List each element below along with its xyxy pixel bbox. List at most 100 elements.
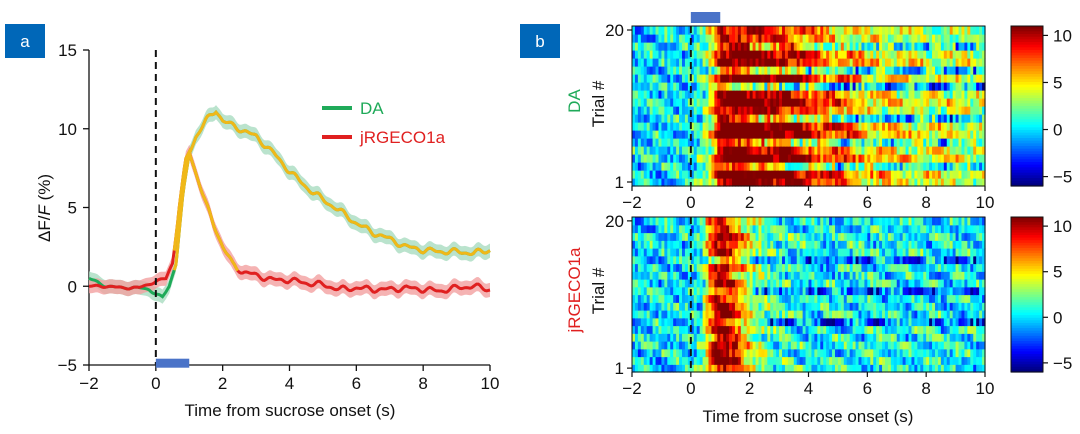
heatmap-cell (911, 162, 915, 171)
heatmap-cell (929, 279, 933, 288)
heatmap-cell (749, 325, 754, 334)
heatmap-cell (714, 106, 718, 115)
heatmap-cell (693, 248, 698, 257)
heatmap-cell (964, 271, 968, 280)
heatmap-cell (884, 333, 889, 342)
heatmap-cell (676, 170, 680, 179)
heatmap-cell (793, 58, 798, 67)
heatmap-cell (943, 271, 948, 280)
heatmap-cell (932, 178, 936, 187)
heatmap-cell (696, 98, 701, 107)
heatmap-cell (852, 240, 857, 249)
heatmap-cell (711, 130, 715, 139)
heatmap-cell (864, 98, 868, 107)
heatmap-cell (787, 325, 792, 334)
heatmap-cell (899, 146, 904, 155)
heatmap-cell (632, 50, 636, 59)
heatmap-cell (661, 217, 665, 226)
heatmap-cell (684, 356, 689, 365)
heatmap-cell (982, 98, 986, 107)
heatmap-cell (890, 279, 895, 288)
heatmap-cell (867, 302, 871, 311)
heatmap-cell (961, 138, 966, 147)
heatmap-cell (734, 34, 739, 43)
heatmap-cell (796, 154, 801, 163)
heatmap-cell (914, 255, 918, 265)
heatmap-cell (905, 50, 910, 59)
heatmap-cell (726, 90, 730, 99)
heatmap-cell (982, 138, 986, 147)
heatmap-cell (776, 114, 780, 123)
heatmap-cell (696, 74, 701, 83)
heatmap-cell (932, 310, 936, 319)
heatmap-cell (693, 240, 698, 249)
heatmap-cell (832, 66, 836, 75)
heatmap-cell (952, 341, 957, 350)
heatmap-cell (811, 294, 815, 303)
heatmap-cell (767, 50, 771, 59)
legend: DA jRGECO1a (322, 99, 446, 147)
heatmap-cell (846, 224, 851, 234)
heatmap-cell (934, 178, 939, 187)
heatmap-cell (652, 162, 657, 171)
heatmap-cell (773, 178, 777, 187)
heatmap-cell (646, 42, 651, 51)
heatmap-cell (770, 356, 774, 365)
heatmap-cell (955, 114, 960, 123)
heatmap-cell (846, 240, 851, 249)
heatmap-cell (834, 98, 839, 107)
heatmap-cell (805, 34, 810, 43)
heatmap-cell (932, 286, 936, 296)
heatmap-cell (893, 34, 898, 43)
heatmap-cell (649, 114, 654, 123)
heatmap-cell (976, 34, 980, 43)
heatmap-cell (905, 310, 910, 319)
heatmap-cell (937, 333, 942, 342)
heatmap-cell (682, 58, 686, 67)
heatmap-cell (649, 146, 654, 155)
heatmap-cell (958, 255, 963, 265)
heatmap-cell (949, 302, 954, 311)
heatmap-cell (726, 50, 730, 59)
heatmap-cell (855, 333, 860, 342)
heatmap-cell (861, 162, 865, 171)
heatmap-cell (873, 162, 877, 171)
heatmap-cell (758, 294, 763, 303)
heatmap-cell (920, 82, 924, 91)
heatmap-cell (932, 66, 936, 75)
heatmap-cell (864, 34, 868, 43)
heatmap-cell (914, 114, 918, 123)
heatmap-cell (814, 114, 818, 123)
heatmap-cell (805, 271, 810, 280)
heatmap-cell (952, 279, 957, 288)
heatmap-cell (823, 154, 827, 163)
heatmap-cell (917, 263, 921, 272)
heatmap-cell (902, 279, 907, 288)
heatmap-cell (646, 248, 651, 257)
heatmap-cell (782, 286, 786, 296)
heatmap-cell (802, 90, 807, 99)
heatmap-cell (687, 341, 692, 350)
heatmap-cell (908, 286, 913, 296)
heatmap-cell (726, 34, 730, 43)
heatmap-cell (814, 240, 818, 249)
heatmap-cell (779, 248, 783, 257)
heatmap-cell (940, 106, 945, 115)
x-tick-label: 0 (151, 374, 160, 393)
heatmap-cell (758, 224, 763, 234)
heatmap-cell (814, 138, 818, 147)
heatmap-cell (776, 325, 780, 334)
heatmap-cell (932, 34, 936, 43)
heatmap-cell (652, 333, 657, 342)
heatmap-cell (814, 82, 818, 91)
heatmap-cell (784, 58, 789, 67)
heatmap-cell (655, 74, 660, 83)
heatmap-cell (961, 348, 966, 358)
heatmap-cell (932, 74, 936, 83)
heatmap-cell (805, 302, 810, 311)
heatmap-cell (893, 356, 898, 365)
heatmap-cell (811, 348, 815, 358)
heatmap-cell (952, 317, 957, 327)
heatmap-cell (779, 106, 783, 115)
